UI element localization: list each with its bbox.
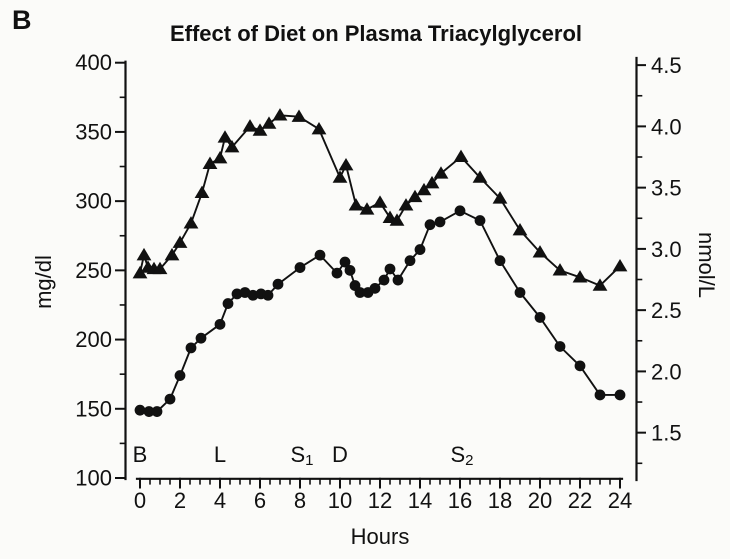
svg-text:250: 250 <box>75 258 112 283</box>
svg-text:22: 22 <box>568 488 592 513</box>
svg-text:12: 12 <box>368 488 392 513</box>
svg-text:1.5: 1.5 <box>651 421 682 446</box>
right-axis-unit-label: nmol/L <box>694 231 719 299</box>
meal-annotations: B L S1 D S2 <box>133 442 474 469</box>
meal-label: S2 <box>450 442 473 469</box>
svg-text:4: 4 <box>214 488 226 513</box>
svg-text:14: 14 <box>408 488 432 513</box>
meal-label: D <box>332 442 348 467</box>
svg-text:4.0: 4.0 <box>651 114 682 139</box>
left-axis-unit-label: mg/dl <box>31 255 56 309</box>
svg-text:350: 350 <box>75 119 112 144</box>
svg-text:150: 150 <box>75 396 112 421</box>
svg-text:20: 20 <box>528 488 552 513</box>
svg-text:16: 16 <box>448 488 472 513</box>
svg-text:100: 100 <box>75 466 112 491</box>
meal-label: S1 <box>290 442 313 469</box>
svg-text:3.5: 3.5 <box>651 176 682 201</box>
svg-text:200: 200 <box>75 327 112 352</box>
svg-text:24: 24 <box>608 488 632 513</box>
svg-text:4.5: 4.5 <box>651 53 682 78</box>
svg-text:300: 300 <box>75 189 112 214</box>
meal-label: B <box>133 442 148 467</box>
triangle-series <box>132 108 628 291</box>
svg-text:0: 0 <box>134 488 146 513</box>
left-axis: 100 150 200 250 300 350 400 <box>75 50 127 491</box>
panel-label: B <box>12 5 32 35</box>
x-axis: 0 2 4 6 8 10 12 14 16 18 20 22 24 <box>134 477 632 513</box>
circle-series <box>134 205 626 417</box>
meal-label: L <box>214 442 226 467</box>
svg-text:2: 2 <box>174 488 186 513</box>
chart-title: Effect of Diet on Plasma Triacylglycerol <box>169 21 583 46</box>
svg-text:3.0: 3.0 <box>651 237 682 262</box>
svg-text:400: 400 <box>75 50 112 75</box>
x-axis-label: Hours <box>350 524 410 549</box>
svg-text:2.0: 2.0 <box>651 359 682 384</box>
svg-text:6: 6 <box>254 488 266 513</box>
svg-text:18: 18 <box>488 488 512 513</box>
svg-text:8: 8 <box>294 488 306 513</box>
svg-text:10: 10 <box>328 488 352 513</box>
svg-text:2.5: 2.5 <box>651 298 682 323</box>
right-axis: 1.5 2.0 2.5 3.0 3.5 4.0 4.5 <box>635 53 682 482</box>
